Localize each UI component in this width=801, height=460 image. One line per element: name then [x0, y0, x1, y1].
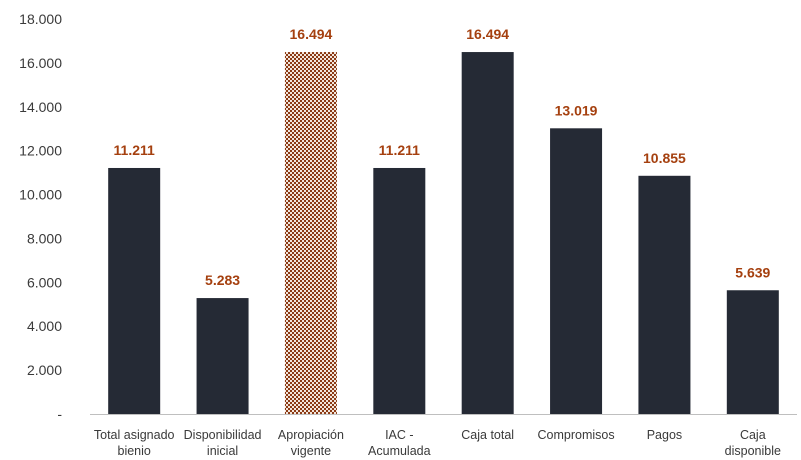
data-label: 5.639 — [735, 264, 770, 280]
x-category-label: Caja — [740, 428, 766, 442]
y-tick-label: 6.000 — [27, 274, 62, 290]
data-label: 5.283 — [205, 272, 240, 288]
y-axis: - 2.000 4.000 6.000 8.000 10.000 12.000 14.000 1… — [19, 11, 62, 422]
y-tick-label: 18.000 — [19, 11, 62, 27]
bars-group — [108, 52, 779, 414]
bar — [461, 52, 514, 414]
bar — [638, 175, 691, 414]
x-category-label: Caja total — [461, 428, 514, 442]
category-labels-group: Total asignado bienio Disponibilidad inicia… — [94, 428, 781, 458]
x-category-label: Acumulada — [368, 444, 431, 458]
bar — [550, 128, 603, 414]
x-category-label: inicial — [207, 444, 238, 458]
x-category-label: Compromisos — [538, 428, 615, 442]
bar — [373, 167, 426, 414]
y-tick-label: 8.000 — [27, 230, 62, 246]
y-tick-label: 14.000 — [19, 99, 62, 115]
x-category-label: bienio — [118, 444, 151, 458]
x-category-label: Disponibilidad — [184, 428, 262, 442]
y-tick-label: 4.000 — [27, 318, 62, 334]
bar — [284, 52, 337, 414]
data-labels-group: 11.211 5.283 16.494 11.211 16.494 13.019 10.85… — [114, 26, 771, 288]
x-category-label: Pagos — [647, 428, 682, 442]
y-tick-label: 16.000 — [19, 55, 62, 71]
x-category-label: Apropiación — [278, 428, 344, 442]
y-tick-label: 2.000 — [27, 362, 62, 378]
data-label: 11.211 — [379, 142, 420, 158]
x-category-label: IAC - — [385, 428, 413, 442]
x-category-label: vigente — [291, 444, 331, 458]
y-tick-label: 10.000 — [19, 187, 62, 203]
y-tick-label: - — [57, 406, 62, 422]
data-label: 10.855 — [643, 150, 686, 166]
y-tick-label: 12.000 — [19, 143, 62, 159]
x-category-label: Total asignado — [94, 428, 175, 442]
x-category-label: disponible — [725, 444, 781, 458]
bar — [196, 298, 249, 414]
bar — [726, 290, 779, 414]
data-label: 16.494 — [466, 26, 509, 42]
data-label: 13.019 — [555, 102, 598, 118]
bar — [108, 167, 161, 414]
data-label: 11.211 — [114, 142, 155, 158]
data-label: 16.494 — [290, 26, 333, 42]
